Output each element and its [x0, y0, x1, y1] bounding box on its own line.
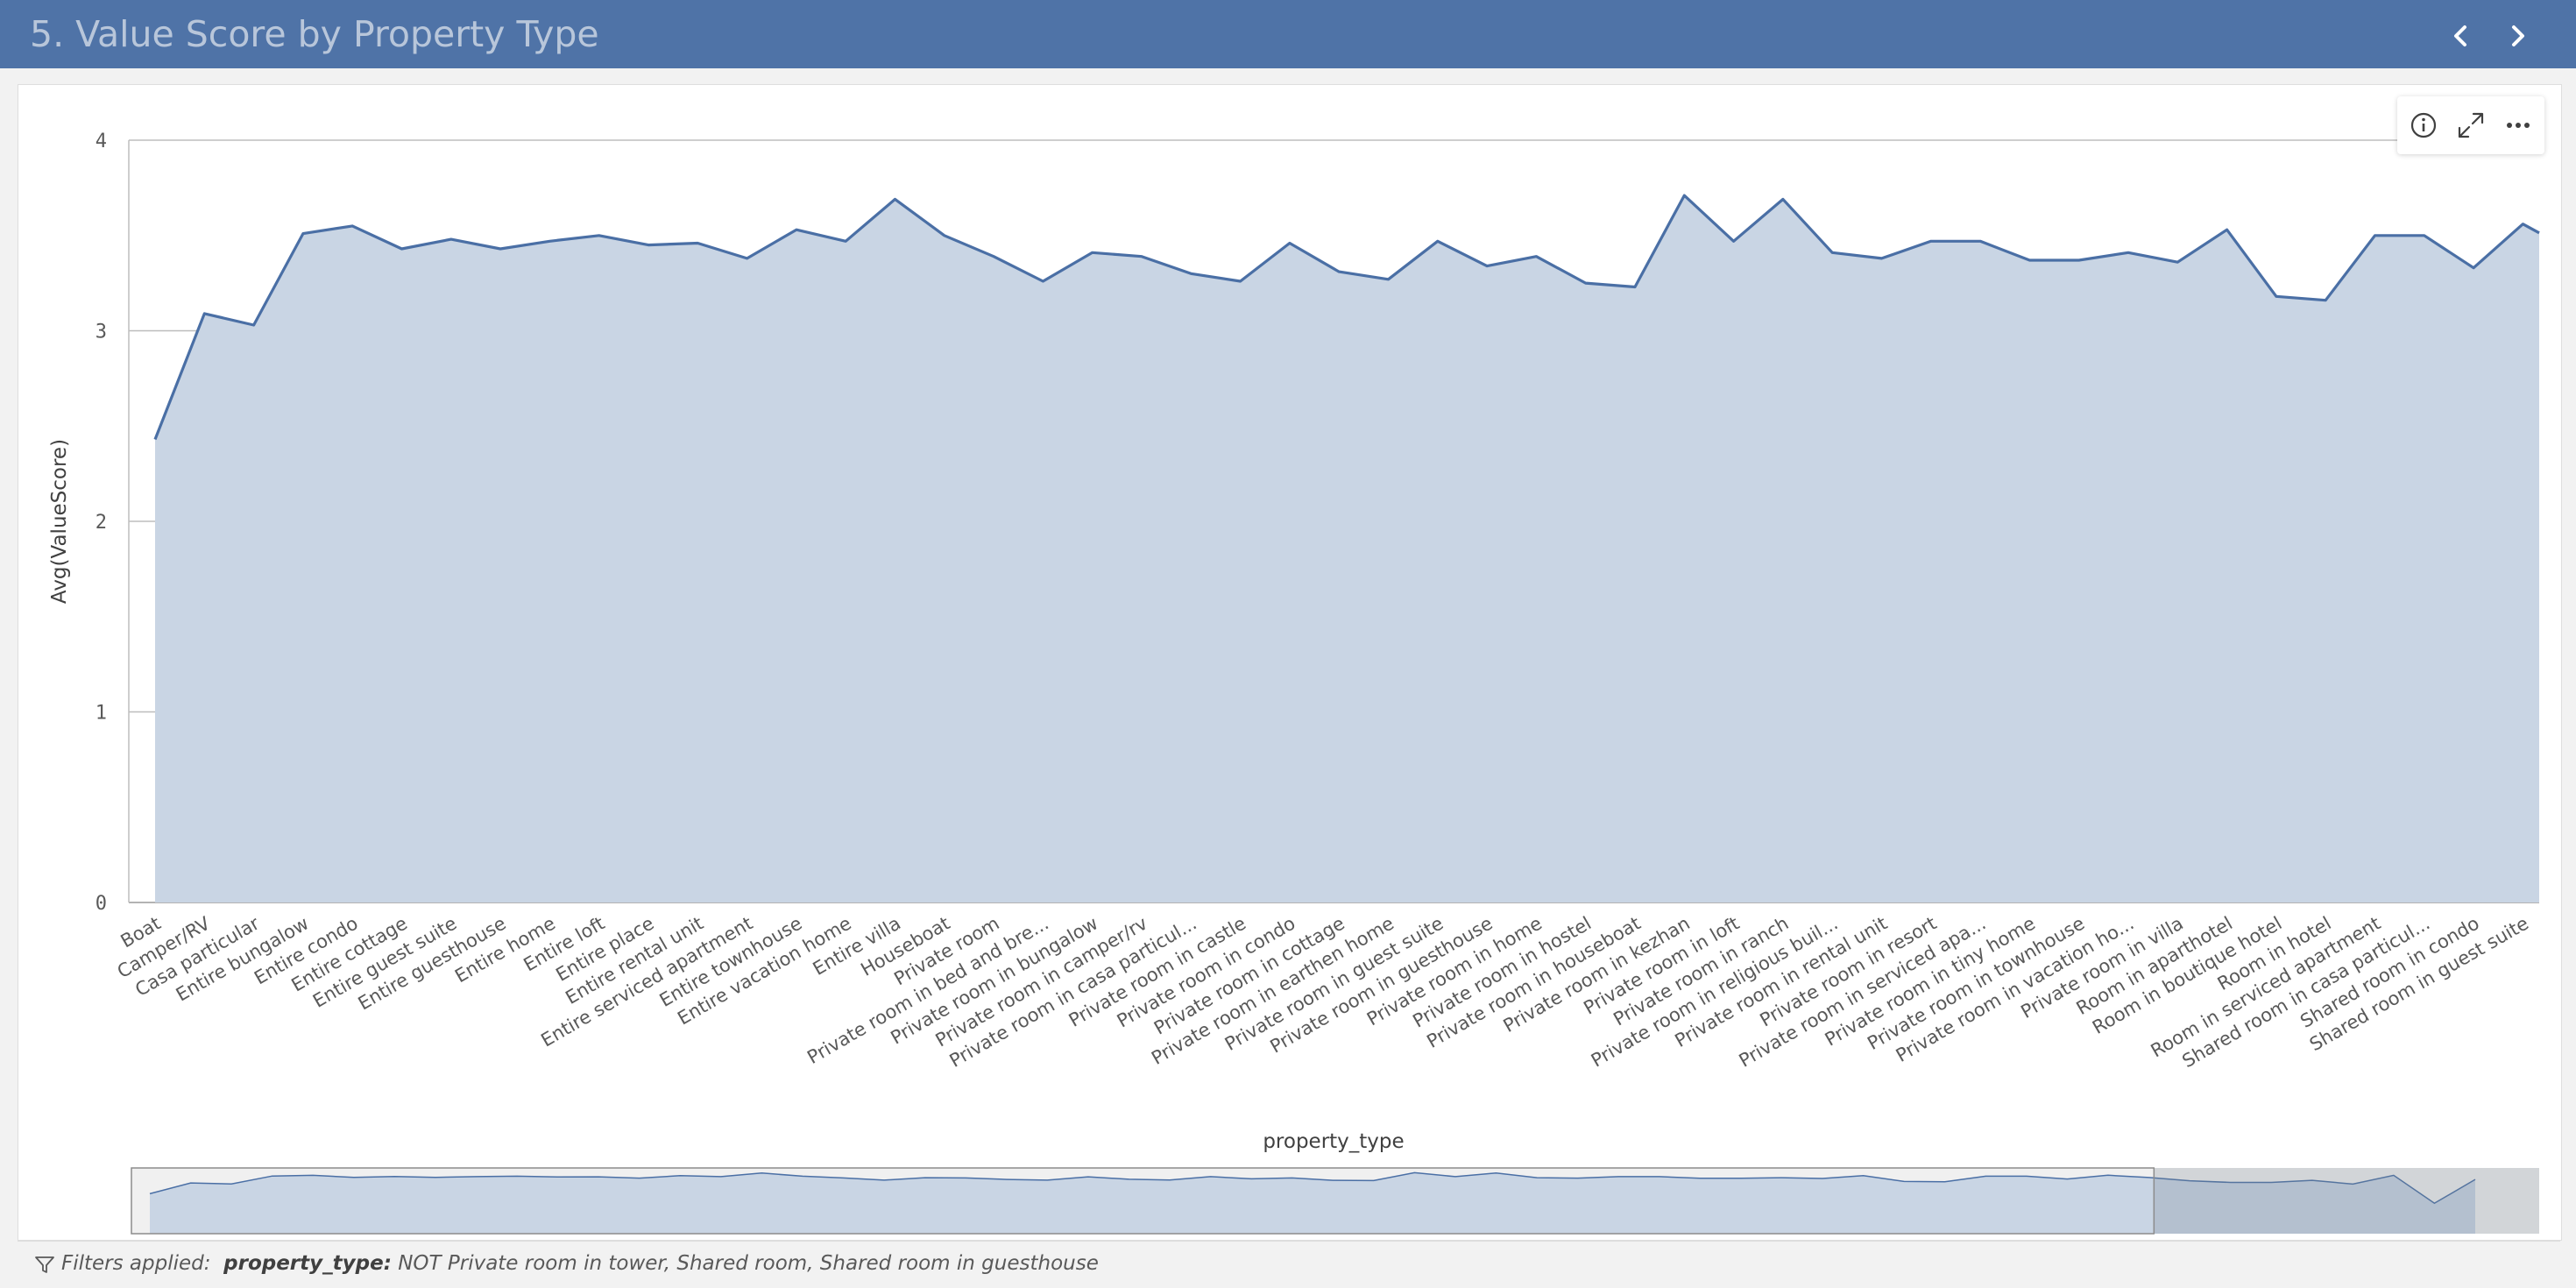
- y-tick-label: 1: [96, 703, 107, 725]
- minimap-line: [149, 1171, 2476, 1205]
- info-button[interactable]: [2404, 106, 2443, 145]
- filter-icon: [35, 1256, 54, 1273]
- filter-value: NOT Private room in tower, Shared room, …: [398, 1252, 1099, 1275]
- y-tick-label: 2: [96, 512, 107, 534]
- info-icon: [2410, 112, 2437, 138]
- filter-field: property_type:: [223, 1252, 392, 1275]
- y-tick-label: 3: [96, 322, 107, 343]
- chevron-right-icon: [2512, 25, 2524, 46]
- filters-label: Filters applied:: [61, 1252, 211, 1275]
- next-sheet-button[interactable]: [2497, 16, 2537, 56]
- y-axis-title: Avg(ValueScore): [48, 439, 71, 604]
- page-title: 5. Value Score by Property Type: [30, 13, 599, 55]
- minimap-area: [150, 1172, 2475, 1234]
- chevron-left-icon: [2454, 25, 2466, 46]
- y-tick-label: 0: [96, 893, 107, 915]
- more-options-button[interactable]: [2499, 106, 2537, 145]
- series-line: [153, 194, 2540, 441]
- header-bar: 5. Value Score by Property Type: [0, 0, 2576, 68]
- minimap-outside-shade: [2154, 1168, 2539, 1234]
- series-area: [155, 195, 2539, 903]
- chart-toolbar: [2397, 96, 2544, 154]
- expand-button[interactable]: [2452, 106, 2490, 145]
- filters-bar: Filters applied: property_type: NOT Priv…: [18, 1241, 2560, 1287]
- more-icon: [2507, 123, 2530, 128]
- expand-icon: [2458, 112, 2484, 138]
- minimap-selection[interactable]: [131, 1167, 2155, 1235]
- previous-sheet-button[interactable]: [2441, 16, 2481, 56]
- filters-text: Filters applied: property_type: NOT Priv…: [61, 1250, 1099, 1277]
- y-tick-label: 4: [96, 131, 107, 152]
- x-axis-title: property_type: [1263, 1130, 1404, 1153]
